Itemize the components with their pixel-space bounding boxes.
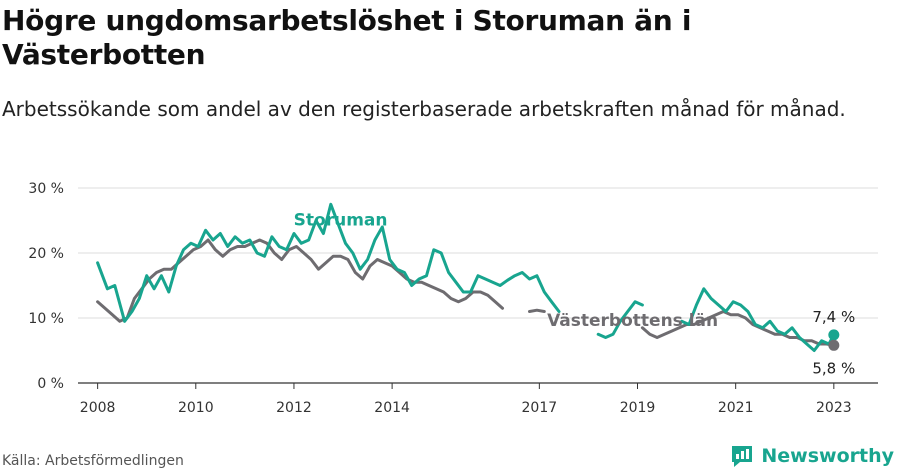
lan-end-point [828,339,840,351]
line-chart: 0 % 10 % 20 % 30 % 2008 2010 2012 2014 2017 2019 2… [28,181,878,416]
brand-logo: Newsworthy [729,443,894,469]
storuman-end-label: 7,4 % [812,308,855,326]
chart-title: Högre ungdomsarbetslöshet i Storuman än … [2,4,692,71]
x-tick-label-2021: 2021 [718,400,754,416]
lan-series-label: Västerbottens län [547,311,718,331]
storuman-line-segment-3 [680,287,836,352]
newsworthy-icon [732,446,753,467]
x-tick-label-2010: 2010 [178,400,214,416]
x-tick-label-2019: 2019 [620,400,656,416]
storuman-line-segment-1 [96,202,561,323]
storuman-line-segment-2 [596,300,644,339]
lan-line-segment-2 [528,308,546,313]
x-tick-label-2014: 2014 [374,400,410,416]
y-tick-label-20: 20 % [28,246,64,262]
source-note: Källa: Arbetsförmedlingen [2,453,184,469]
x-tick-label-2012: 2012 [276,400,312,416]
x-tick-label-2008: 2008 [80,400,116,416]
y-tick-label-0: 0 % [37,376,64,392]
x-tick-label-2017: 2017 [522,400,558,416]
x-tick-label-2023: 2023 [816,400,852,416]
lan-end-label: 5,8 % [812,359,855,377]
y-tick-label-10: 10 % [28,311,64,327]
storuman-series-label: Storuman [294,211,388,231]
storuman-end-point [828,329,840,341]
brand-name: Newsworthy [761,445,894,467]
chart-subtitle: Arbetssökande som andel av den registerb… [2,97,846,121]
y-tick-label-30: 30 % [28,181,64,197]
lan-line-segment-1 [96,238,504,323]
